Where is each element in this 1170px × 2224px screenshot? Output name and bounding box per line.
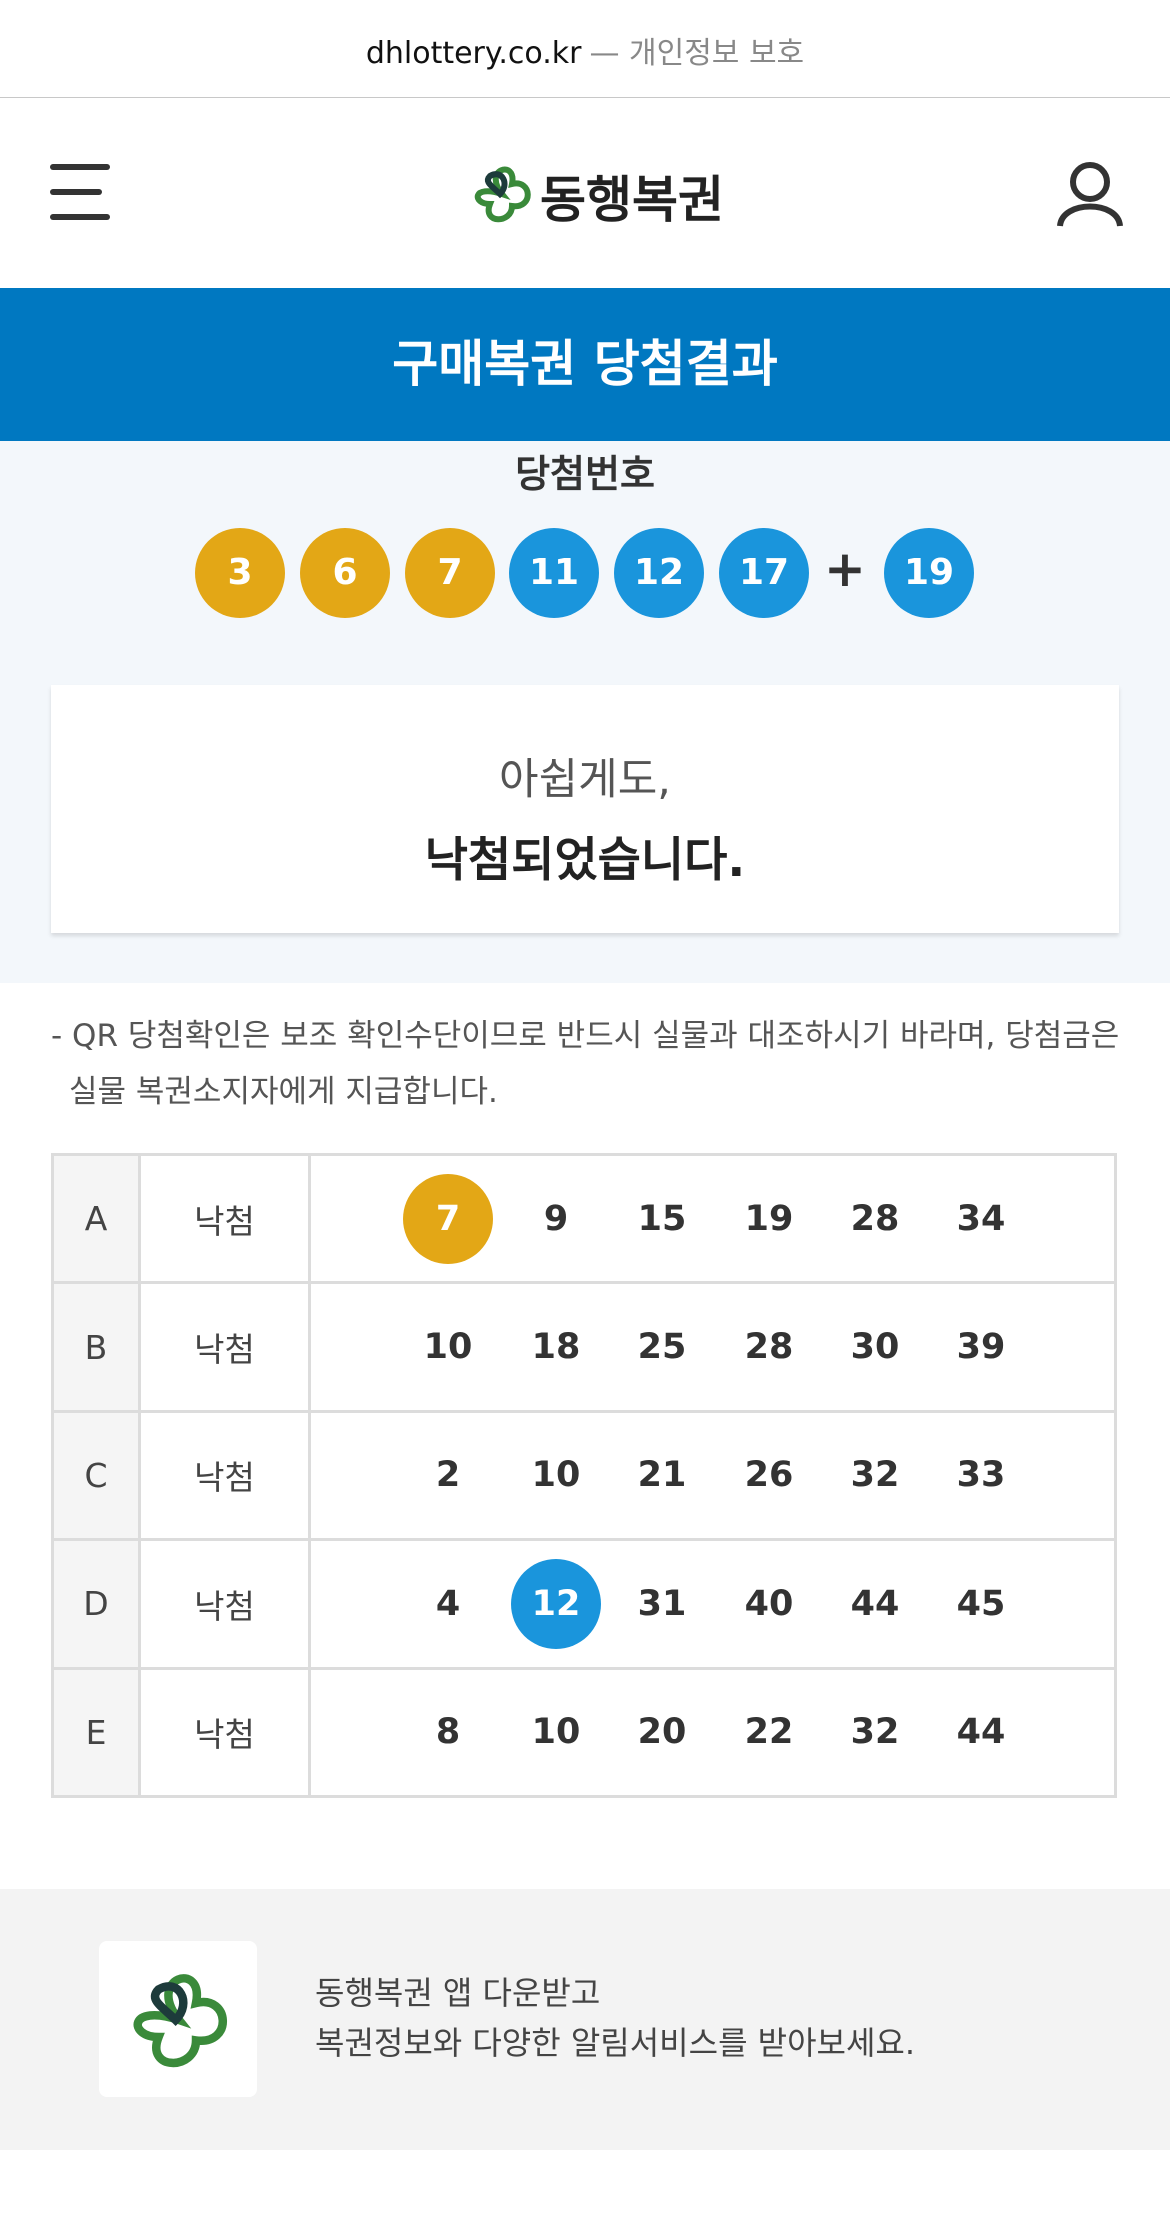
ticket-row: A 낙첨 7 9 15 19 28 34 [51,1152,1117,1285]
url-bar[interactable]: dhlottery.co.kr — 개인정보 보호 [0,0,1170,98]
ticket-number: 22 [744,1712,794,1753]
ticket-number: 18 [531,1327,581,1368]
game-status: 낙첨 [138,1538,311,1670]
ticket-number: 44 [956,1712,1006,1753]
brand-logo [474,166,531,223]
page-banner: 구매복권 당첨결과 [0,288,1170,441]
promo-line1: 동행복권 앱 다운받고 [315,1974,601,2012]
brand-name: 동행복권 [540,171,724,229]
ticket-number: 10 [531,1455,581,1496]
winning-ball: 11 [509,528,599,618]
game-numbers: 7 9 15 19 28 34 [308,1152,1117,1285]
winning-ball: 7 [405,528,495,618]
plus-sign: + [824,540,866,598]
ticket-number: 39 [956,1327,1006,1368]
game-label: C [51,1409,141,1542]
header: 동행복권 [0,98,1170,288]
ticket-row: B 낙첨 10 18 25 28 30 39 [51,1281,1117,1413]
ticket-number: 21 [637,1455,687,1496]
ticket-number: 28 [744,1327,794,1368]
game-label: D [51,1538,141,1670]
winning-label: 당첨번호 [515,452,655,496]
ticket-number: 28 [850,1198,900,1239]
winning-ball: 12 [614,528,704,618]
ticket-number: 31 [637,1583,687,1624]
menu-button[interactable] [50,164,112,222]
user-button[interactable] [1056,160,1124,228]
game-label: A [51,1152,141,1285]
winning-ball: 6 [300,528,390,618]
game-label: E [51,1666,141,1799]
game-numbers: 10 18 25 28 30 39 [308,1281,1117,1413]
ticket-number: 10 [531,1712,581,1753]
game-status: 낙첨 [138,1281,311,1413]
game-numbers: 8 10 20 22 32 44 [308,1666,1117,1799]
game-status: 낙첨 [138,1409,311,1542]
app-promo: 동행복권 앱 다운받고 복권정보와 다양한 알림서비스를 받아보세요. [315,1968,915,2068]
ticket-number: 19 [744,1198,794,1239]
ticket-number: 7 [403,1173,493,1264]
game-status: 낙첨 [138,1152,311,1285]
ticket-number: 30 [850,1327,900,1368]
ticket-number: 2 [435,1455,461,1496]
ticket-row: D 낙첨 4 12 31 40 44 45 [51,1538,1117,1670]
ticket-number: 15 [637,1198,687,1239]
notice: - QR 당첨확인은 보조 확인수단이므로 반드시 실물과 대조하시기 바라며,… [51,1018,1120,1110]
url-domain: dhlottery.co.kr [365,36,582,71]
ticket-number: 34 [956,1198,1006,1239]
banner-title: 구매복권 당첨결과 [392,335,778,393]
ticket-number: 32 [850,1712,900,1753]
bonus-ball: 19 [884,528,974,618]
promo-line2: 복권정보와 다양한 알림서비스를 받아보세요. [315,2024,916,2062]
winning-ball: 17 [719,528,809,618]
ticket-row: C 낙첨 2 10 21 26 32 33 [51,1409,1117,1542]
url-suffix: — 개인정보 보호 [589,36,805,71]
ticket-number: 40 [744,1583,794,1624]
app-logo-icon [133,1974,228,2068]
ticket-row: E 낙첨 8 10 20 22 32 44 [51,1666,1117,1799]
ticket-number: 26 [744,1455,794,1496]
game-status: 낙첨 [138,1666,311,1799]
result-line1: 아쉽게도, [499,755,671,805]
ticket-number: 25 [637,1327,687,1368]
result-card: 아쉽게도, 낙첨되었습니다. [51,685,1119,933]
app-logo[interactable] [99,1941,257,2097]
ticket-number: 32 [850,1455,900,1496]
ticket-number: 20 [637,1712,687,1753]
game-numbers: 4 12 31 40 44 45 [308,1538,1117,1670]
ticket-number: 8 [435,1712,461,1753]
ticket-number: 9 [543,1198,569,1239]
ticket-number: 12 [511,1558,601,1649]
result-line2: 낙첨되었습니다. [424,833,746,888]
ticket-table: A 낙첨 7 9 15 19 28 34 B 낙첨 10 18 25 28 30 39 C 낙첨 2 10 21 26 32… [51,1152,1117,1799]
ticket-number: 10 [423,1327,473,1368]
ticket-number: 44 [850,1583,900,1624]
ticket-number: 4 [435,1583,461,1624]
game-numbers: 2 10 21 26 32 33 [308,1409,1117,1542]
winning-ball: 3 [195,528,285,618]
ticket-number: 33 [956,1455,1006,1496]
ticket-number: 45 [956,1583,1006,1624]
game-label: B [51,1281,141,1413]
